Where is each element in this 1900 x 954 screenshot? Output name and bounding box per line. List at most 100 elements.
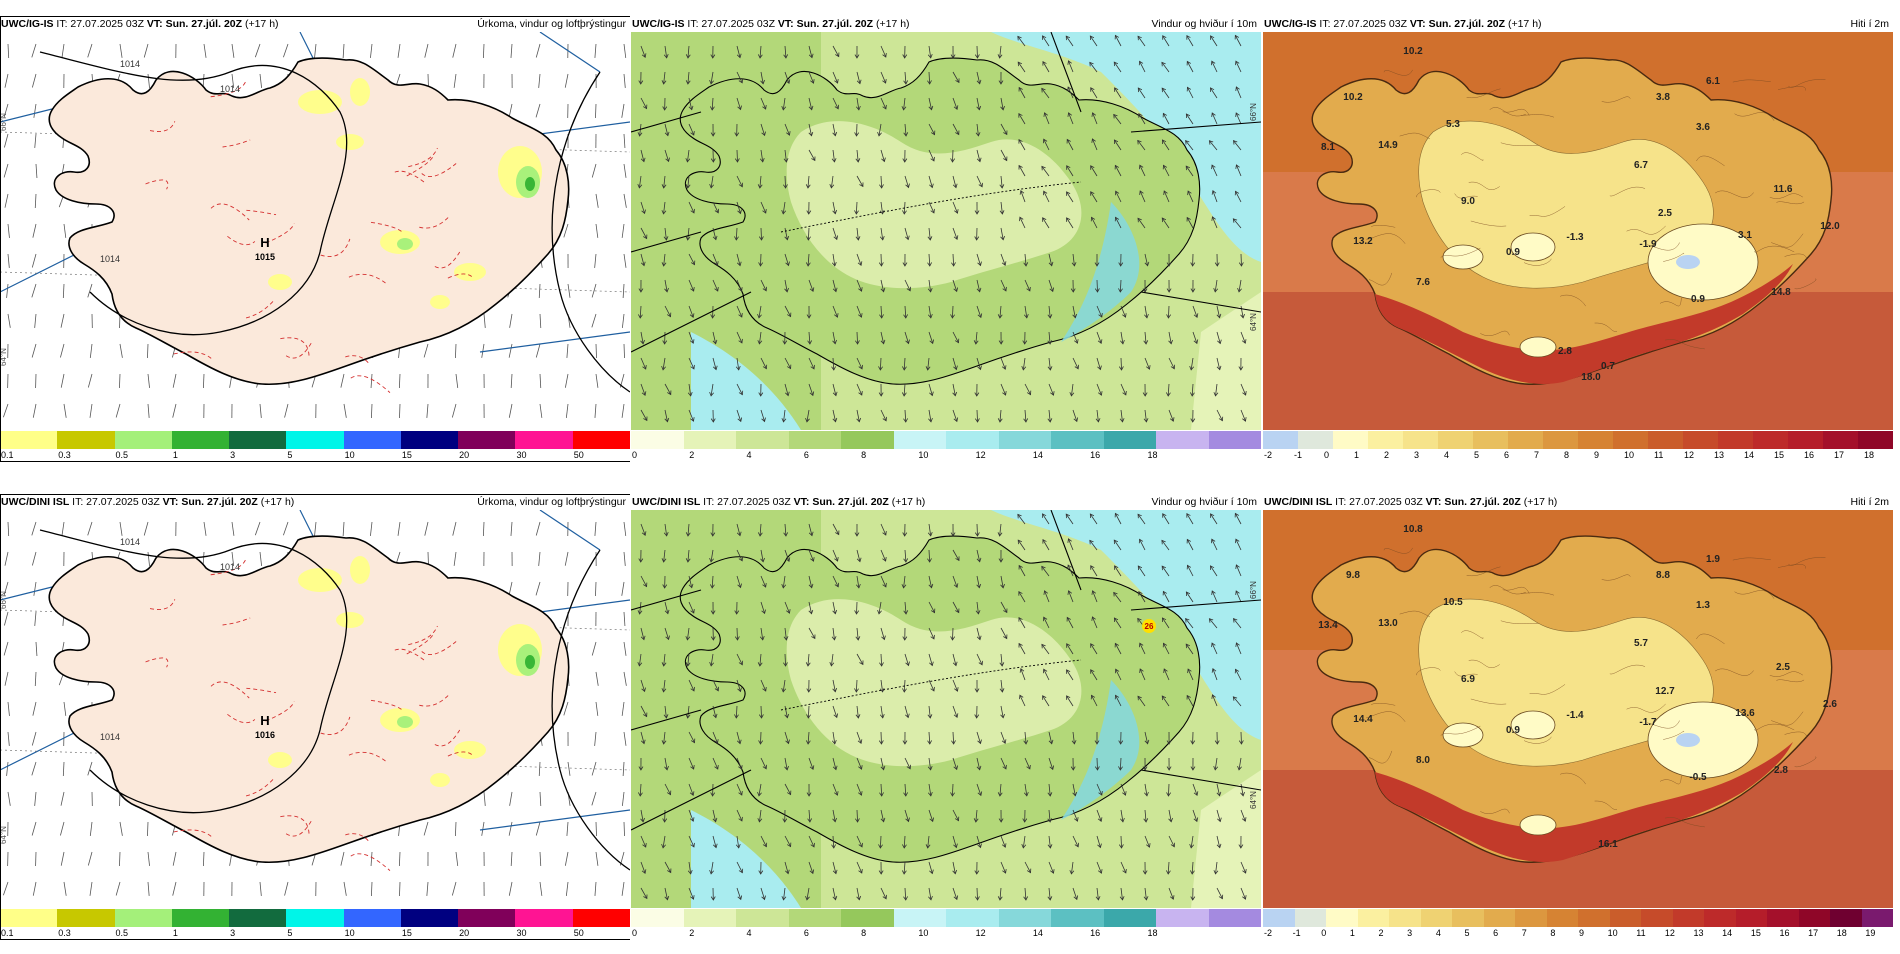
panel-title: Hiti í 2m <box>1850 494 1889 510</box>
latitude-label: 66°N <box>1249 581 1258 599</box>
colorbar-swatch <box>286 909 344 927</box>
wind-panel-ig-is: UWC/IG-IS IT: 27.07.2025 03Z VT: Sun. 27… <box>631 16 1261 476</box>
valid-label: VT: <box>778 18 794 30</box>
valid-label: VT: <box>1426 496 1442 508</box>
valid-time: Sun. 27.júl. 20Z <box>1429 18 1505 30</box>
colorbar-tick-label: 5 <box>287 450 292 460</box>
isobar-label: 1014 <box>100 254 120 264</box>
colorbar-tick-label: 1 <box>173 928 178 938</box>
colorbar-swatch <box>999 431 1052 449</box>
colorbar-tick-label: 10 <box>1624 450 1634 460</box>
init-time: IT: 27.07.2025 03Z <box>1335 496 1423 508</box>
pressure-high-value: 1016 <box>255 730 275 740</box>
colorbar-tick-label: 10 <box>918 928 928 938</box>
colorbar-swatch <box>841 431 894 449</box>
colorbar-tick-label: 4 <box>747 450 752 460</box>
temperature-value: 13.4 <box>1318 620 1338 631</box>
colorbar-tick-label: 14 <box>1744 450 1754 460</box>
panel-header: UWC/IG-IS IT: 27.07.2025 03Z VT: Sun. 27… <box>1263 16 1893 32</box>
colorbar-swatch <box>894 909 947 927</box>
wind-barb <box>147 822 148 836</box>
colorbar-tick-label: 14 <box>1033 928 1043 938</box>
colorbar-tick-label: 1 <box>173 450 178 460</box>
wind-barb <box>147 344 148 358</box>
colorbar-swatch <box>1767 909 1799 927</box>
colorbar-swatch <box>1209 431 1262 449</box>
colorbar-tick-label: 12 <box>976 928 986 938</box>
colorbar-swatch <box>1358 909 1390 927</box>
wind-arrow <box>952 628 953 640</box>
colorbar-tick-label: 4 <box>747 928 752 938</box>
temperature-value: 6.7 <box>1634 160 1648 171</box>
colorbar-swatch <box>1263 431 1299 449</box>
wind-panel-dini: UWC/DINI ISL IT: 27.07.2025 03Z VT: Sun.… <box>631 494 1261 954</box>
colorbar-swatch <box>1788 431 1824 449</box>
colorbar-tick-label: 16 <box>1779 928 1789 938</box>
colorbar-swatch <box>286 431 344 449</box>
panel-title: Vindur og hviður í 10m <box>1152 16 1257 32</box>
colorbar-tick-label: 5 <box>287 928 292 938</box>
temperature-value: 2.6 <box>1823 699 1837 710</box>
wind-barb <box>119 852 120 866</box>
colorbar-swatch <box>1753 431 1789 449</box>
colorbar-tick-label: 14 <box>1722 928 1732 938</box>
temperature-value: 5.3 <box>1446 119 1460 130</box>
latitude-label: 66°N <box>0 113 8 131</box>
temperature-value: 10.8 <box>1403 524 1423 535</box>
temperature-value: 8.0 <box>1416 755 1430 766</box>
temperature-value: -1.3 <box>1566 232 1584 243</box>
lead-time: (+17 h) <box>1524 496 1558 508</box>
precip-area <box>268 274 292 290</box>
colorbar-tick-label: 20 <box>459 450 469 460</box>
colorbar-tick-label: 7 <box>1534 450 1539 460</box>
colorbar-swatch <box>344 909 402 927</box>
colorbar-swatch <box>1263 909 1295 927</box>
pressure-high-symbol: H <box>260 713 269 728</box>
colorbar-swatch <box>1156 909 1209 927</box>
colorbar-tick-label: 0 <box>1321 928 1326 938</box>
pressure-high-value: 1015 <box>255 252 275 262</box>
colorbar-tick-label: 8 <box>861 450 866 460</box>
wind-arrow <box>760 254 761 266</box>
temperature-value: 0.9 <box>1506 247 1520 258</box>
latitude-label: 66°N <box>0 591 8 609</box>
wind-arrow <box>977 410 978 422</box>
wind-barb <box>596 344 597 358</box>
isobar-label: 1014 <box>100 732 120 742</box>
glacier <box>1520 815 1556 835</box>
wind-arrow <box>1168 306 1169 318</box>
colorbar-tick-label: 20 <box>459 928 469 938</box>
valid-label: VT: <box>163 496 179 508</box>
colorbar-tick-label: 2 <box>1379 928 1384 938</box>
latitude-label: 64°N <box>1249 313 1258 331</box>
colorbar-swatch <box>1104 431 1157 449</box>
temperature-panel-dini: UWC/DINI ISL IT: 27.07.2025 03Z VT: Sun.… <box>1263 494 1893 954</box>
wind-barb <box>119 374 120 388</box>
colorbar-swatch <box>515 431 573 449</box>
glacier <box>1443 723 1483 747</box>
temperature-value: 14.4 <box>1353 714 1373 725</box>
colorbar-swatch <box>631 909 684 927</box>
colorbar-tick-label: 0 <box>632 450 637 460</box>
colorbar-tick-label: 13 <box>1694 928 1704 938</box>
colorbar-swatch <box>1830 909 1862 927</box>
precip-area <box>397 716 413 728</box>
colorbar-tick-label: -1 <box>1293 928 1301 938</box>
colorbar-swatch <box>229 909 287 927</box>
colorbar-swatch <box>515 909 573 927</box>
colorbar-swatch <box>1578 909 1610 927</box>
colorbar-swatch <box>1799 909 1831 927</box>
colorbar-swatch <box>1547 909 1579 927</box>
colorbar-swatch <box>1104 909 1157 927</box>
colorbar-swatch <box>57 909 115 927</box>
wind-arrow <box>761 228 762 240</box>
lead-time: (+17 h) <box>892 496 926 508</box>
lead-time: (+17 h) <box>261 496 295 508</box>
temperature-value: 2.5 <box>1776 662 1790 673</box>
colorbar-tick-label: 3 <box>1407 928 1412 938</box>
colorbar-tick-label: 50 <box>574 450 584 460</box>
